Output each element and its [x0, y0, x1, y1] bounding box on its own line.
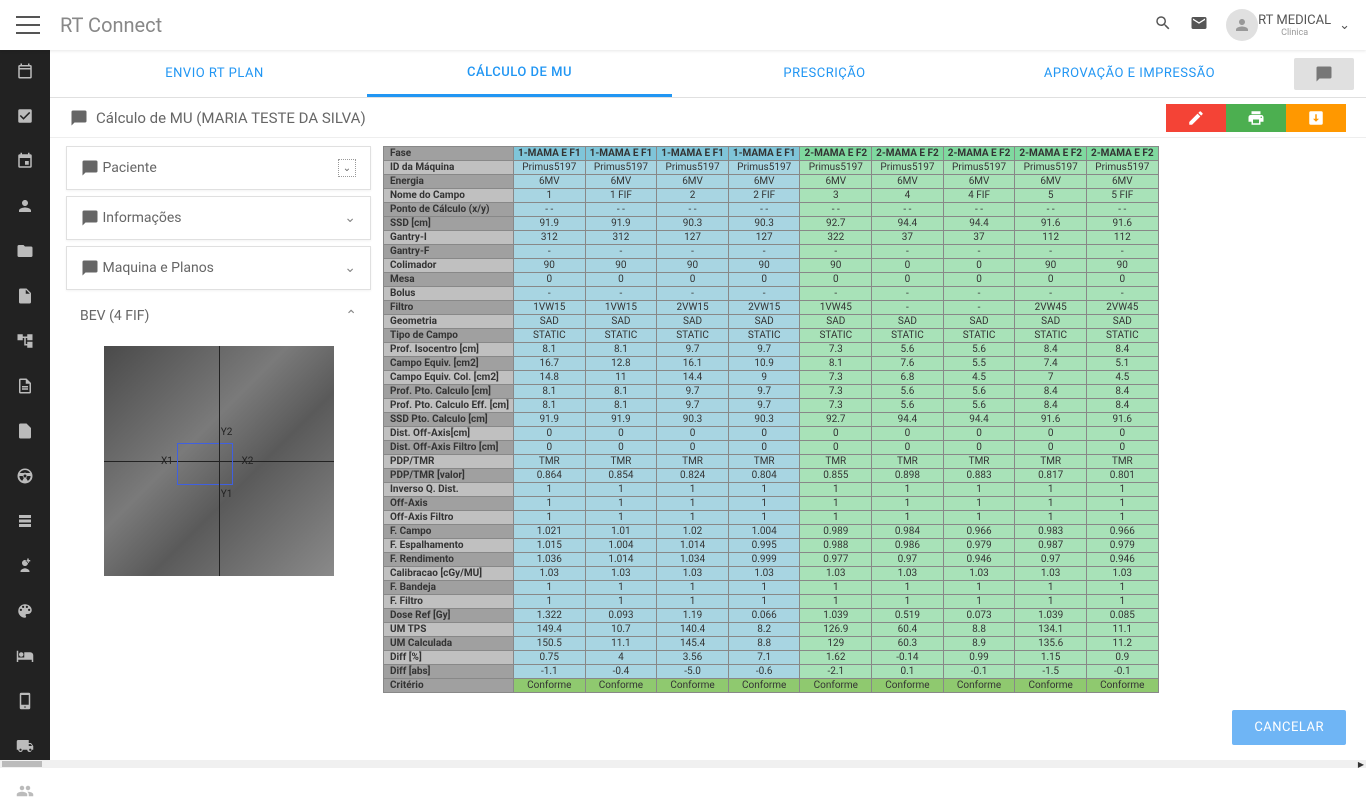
- file-icon[interactable]: [16, 287, 34, 310]
- search-icon[interactable]: [1154, 14, 1172, 36]
- avatar-icon: [1226, 9, 1258, 41]
- topbar: RT Connect RT MEDICAL Clinica ⌄: [0, 0, 1366, 50]
- chat-icon: [81, 209, 99, 227]
- chevron-up-icon: ⌃: [345, 308, 357, 324]
- folder-icon[interactable]: [16, 242, 34, 265]
- export-button[interactable]: [1286, 104, 1346, 132]
- panel-bev: BEV (4 FIF)⌃ Y2 X1 X2 Y1: [66, 296, 371, 606]
- panel-paciente[interactable]: Paciente⌄: [66, 146, 371, 190]
- main: ENVIO RT PLAN CÁLCULO DE MU PRESCRIÇÃO A…: [50, 50, 1366, 760]
- radiation-icon[interactable]: [16, 467, 34, 490]
- chat-icon: [81, 159, 99, 177]
- user-menu[interactable]: RT MEDICAL Clinica ⌄: [1226, 9, 1350, 41]
- mail-icon[interactable]: [1190, 14, 1208, 36]
- calendar-icon[interactable]: [16, 62, 34, 85]
- truck-icon[interactable]: [16, 737, 34, 760]
- cancel-button[interactable]: CANCELAR: [1232, 710, 1346, 745]
- tab-aprovacao[interactable]: APROVAÇÃO E IMPRESSÃO: [977, 52, 1282, 95]
- app-title: RT Connect: [60, 13, 162, 37]
- tab-prescricao[interactable]: PRESCRIÇÃO: [672, 52, 977, 95]
- doctor-icon[interactable]: [16, 557, 34, 580]
- chevron-down-icon: ⌄: [344, 210, 356, 226]
- tab-envio[interactable]: ENVIO RT PLAN: [62, 52, 367, 95]
- chat-icon: [81, 259, 99, 277]
- edit-button[interactable]: [1166, 104, 1226, 132]
- tree-icon[interactable]: [16, 332, 34, 355]
- page-title: Cálculo de MU (MARIA TESTE DA SILVA): [96, 109, 366, 127]
- chevron-down-icon: ⌄: [338, 159, 356, 177]
- mu-table: Fase1-MAMA E F11-MAMA E F11-MAMA E F11-M…: [383, 146, 1350, 752]
- print-button[interactable]: [1226, 104, 1286, 132]
- chat-icon: [70, 109, 88, 127]
- page-header: Cálculo de MU (MARIA TESTE DA SILVA): [50, 98, 1366, 138]
- page-icon[interactable]: [16, 422, 34, 445]
- tabs: ENVIO RT PLAN CÁLCULO DE MU PRESCRIÇÃO A…: [50, 50, 1366, 98]
- sidebar: [0, 50, 50, 760]
- bev-image: Y2 X1 X2 Y1: [104, 346, 334, 576]
- panel-info[interactable]: Informações⌄: [66, 196, 371, 240]
- panel-maquina[interactable]: Maquina e Planos⌄: [66, 246, 371, 290]
- tab-calculo[interactable]: CÁLCULO DE MU: [367, 51, 672, 97]
- doc-icon[interactable]: [16, 377, 34, 400]
- scrollbar[interactable]: ▶: [0, 760, 1366, 768]
- comment-icon[interactable]: [1294, 58, 1354, 90]
- menu-toggle-icon[interactable]: [16, 16, 40, 34]
- server-icon[interactable]: [16, 512, 34, 535]
- group-icon[interactable]: [16, 782, 34, 805]
- bed-icon[interactable]: [16, 647, 34, 670]
- check-icon[interactable]: [16, 107, 34, 130]
- chevron-down-icon: ⌄: [344, 260, 356, 276]
- device-icon[interactable]: [16, 692, 34, 715]
- person-icon[interactable]: [16, 197, 34, 220]
- user-name: RT MEDICAL: [1258, 13, 1331, 28]
- palette-icon[interactable]: [16, 602, 34, 625]
- chevron-down-icon: ⌄: [1339, 18, 1350, 33]
- clinic-label: Clinica: [1281, 28, 1308, 38]
- event-icon[interactable]: [16, 152, 34, 175]
